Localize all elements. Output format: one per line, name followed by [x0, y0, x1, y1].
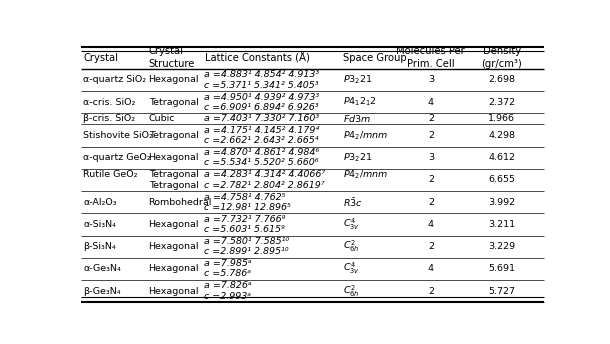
Text: $P4_12_12$: $P4_12_12$	[343, 96, 378, 108]
Text: a =7.826ᵃ: a =7.826ᵃ	[204, 281, 252, 290]
Text: 3: 3	[428, 75, 434, 84]
Text: 2.698: 2.698	[488, 75, 515, 84]
Text: 2: 2	[428, 287, 434, 295]
Text: $P4_2/mnm$: $P4_2/mnm$	[343, 168, 389, 181]
Text: α-Si₃N₄: α-Si₃N₄	[84, 220, 117, 229]
Text: 2.372: 2.372	[488, 98, 515, 107]
Text: c =5.786ᵃ: c =5.786ᵃ	[204, 269, 251, 278]
Text: a =7.403¹ 7.330² 7.160³: a =7.403¹ 7.330² 7.160³	[204, 114, 320, 123]
Text: c =5.534¹ 5.520² 5.660⁶: c =5.534¹ 5.520² 5.660⁶	[204, 158, 319, 167]
Text: Stishovite SiO₂: Stishovite SiO₂	[84, 131, 153, 140]
Text: 4.612: 4.612	[488, 153, 515, 162]
Text: Tetragonal
Tetragonal: Tetragonal Tetragonal	[149, 170, 198, 190]
Text: 2: 2	[428, 114, 434, 123]
Text: 3: 3	[428, 153, 434, 162]
Text: a =7.732¹ 7.766⁹: a =7.732¹ 7.766⁹	[204, 215, 285, 224]
Text: Tetragonal: Tetragonal	[149, 98, 198, 107]
Text: 2: 2	[428, 242, 434, 251]
Text: c =2.899¹ 2.895¹⁰: c =2.899¹ 2.895¹⁰	[204, 247, 289, 256]
Text: 6.655: 6.655	[488, 175, 515, 184]
Text: c =2.993ᵃ: c =2.993ᵃ	[204, 292, 251, 301]
Text: 5.691: 5.691	[488, 264, 515, 273]
Text: α-Ge₃N₄: α-Ge₃N₄	[84, 264, 121, 273]
Text: Hexagonal: Hexagonal	[149, 264, 199, 273]
Text: Hexagonal: Hexagonal	[149, 220, 199, 229]
Text: a =4.758¹ 4.762⁵: a =4.758¹ 4.762⁵	[204, 193, 285, 202]
Text: Rutile GeO₂: Rutile GeO₂	[84, 170, 138, 179]
Text: a =4.950¹ 4.939² 4.973³: a =4.950¹ 4.939² 4.973³	[204, 93, 320, 101]
Text: 2: 2	[428, 175, 434, 184]
Text: α-quartz SiO₂: α-quartz SiO₂	[84, 75, 146, 84]
Text: $C^4_{3v}$: $C^4_{3v}$	[343, 261, 361, 277]
Text: $C^2_{6h}$: $C^2_{6h}$	[343, 239, 360, 254]
Text: c =6.909¹ 6.894² 6.926³: c =6.909¹ 6.894² 6.926³	[204, 103, 319, 112]
Text: α-Al₂O₃: α-Al₂O₃	[84, 198, 117, 207]
Text: Space Group: Space Group	[343, 53, 407, 63]
Text: 3.992: 3.992	[488, 198, 515, 207]
Text: 1.966: 1.966	[488, 114, 515, 123]
Text: β-cris. SiO₂: β-cris. SiO₂	[84, 114, 135, 123]
Text: α-cris. SiO₂: α-cris. SiO₂	[84, 98, 135, 107]
Text: β-Si₃N₄: β-Si₃N₄	[84, 242, 116, 251]
Text: 2: 2	[428, 198, 434, 207]
Text: $Fd3m$: $Fd3m$	[343, 113, 371, 124]
Text: Crystal
Structure: Crystal Structure	[149, 46, 195, 69]
Text: a =4.175¹ 4.145² 4.179⁴: a =4.175¹ 4.145² 4.179⁴	[204, 126, 320, 135]
Text: 5.727: 5.727	[488, 287, 515, 295]
Text: $P4_2/mnm$: $P4_2/mnm$	[343, 129, 389, 142]
Text: Hexagonal: Hexagonal	[149, 153, 199, 162]
Text: a =7.985ᵃ: a =7.985ᵃ	[204, 259, 252, 268]
Text: c =2.782¹ 2.804² 2.8619⁷: c =2.782¹ 2.804² 2.8619⁷	[204, 181, 325, 190]
Text: Molecules Per
Prim. Cell: Molecules Per Prim. Cell	[396, 46, 465, 69]
Text: Cubic: Cubic	[149, 114, 175, 123]
Text: Lattice Constants (Å): Lattice Constants (Å)	[206, 52, 310, 63]
Text: 2: 2	[428, 131, 434, 140]
Text: 4: 4	[428, 98, 434, 107]
Text: 4: 4	[428, 220, 434, 229]
Text: 3.211: 3.211	[488, 220, 515, 229]
Text: 4.298: 4.298	[488, 131, 515, 140]
Text: $R\bar{3}c$: $R\bar{3}c$	[343, 196, 363, 208]
Text: β-Ge₃N₄: β-Ge₃N₄	[84, 287, 121, 295]
Text: α-quartz GeO₂: α-quartz GeO₂	[84, 153, 151, 162]
Text: $C^2_{6h}$: $C^2_{6h}$	[343, 283, 360, 299]
Text: c =12.98¹ 12.896⁵: c =12.98¹ 12.896⁵	[204, 203, 291, 212]
Text: a =7.580¹ 7.585¹⁰: a =7.580¹ 7.585¹⁰	[204, 237, 290, 246]
Text: Hexagonal: Hexagonal	[149, 242, 199, 251]
Text: c =5.371¹ 5.341² 5.405³: c =5.371¹ 5.341² 5.405³	[204, 80, 319, 89]
Text: c =5.603¹ 5.615⁹: c =5.603¹ 5.615⁹	[204, 225, 285, 234]
Text: a =4.283¹ 4.314² 4.4066⁷: a =4.283¹ 4.314² 4.4066⁷	[204, 170, 326, 179]
Text: 4: 4	[428, 264, 434, 273]
Text: 3.229: 3.229	[488, 242, 515, 251]
Text: Hexagonal: Hexagonal	[149, 287, 199, 295]
Text: $P3_221$: $P3_221$	[343, 151, 373, 164]
Text: $C^4_{3v}$: $C^4_{3v}$	[343, 217, 361, 232]
Text: a =4.870¹ 4.861² 4.984⁶: a =4.870¹ 4.861² 4.984⁶	[204, 148, 320, 157]
Text: c =2.662¹ 2.643² 2.665⁴: c =2.662¹ 2.643² 2.665⁴	[204, 136, 319, 145]
Text: Hexagonal: Hexagonal	[149, 75, 199, 84]
Text: Rombohedral: Rombohedral	[149, 198, 212, 207]
Text: Tetragonal: Tetragonal	[149, 131, 198, 140]
Text: Crystal: Crystal	[84, 53, 118, 63]
Text: Density
(gr/cm³): Density (gr/cm³)	[481, 46, 522, 69]
Text: a =4.883¹ 4.854² 4.913³: a =4.883¹ 4.854² 4.913³	[204, 70, 320, 79]
Text: $P3_221$: $P3_221$	[343, 74, 373, 86]
